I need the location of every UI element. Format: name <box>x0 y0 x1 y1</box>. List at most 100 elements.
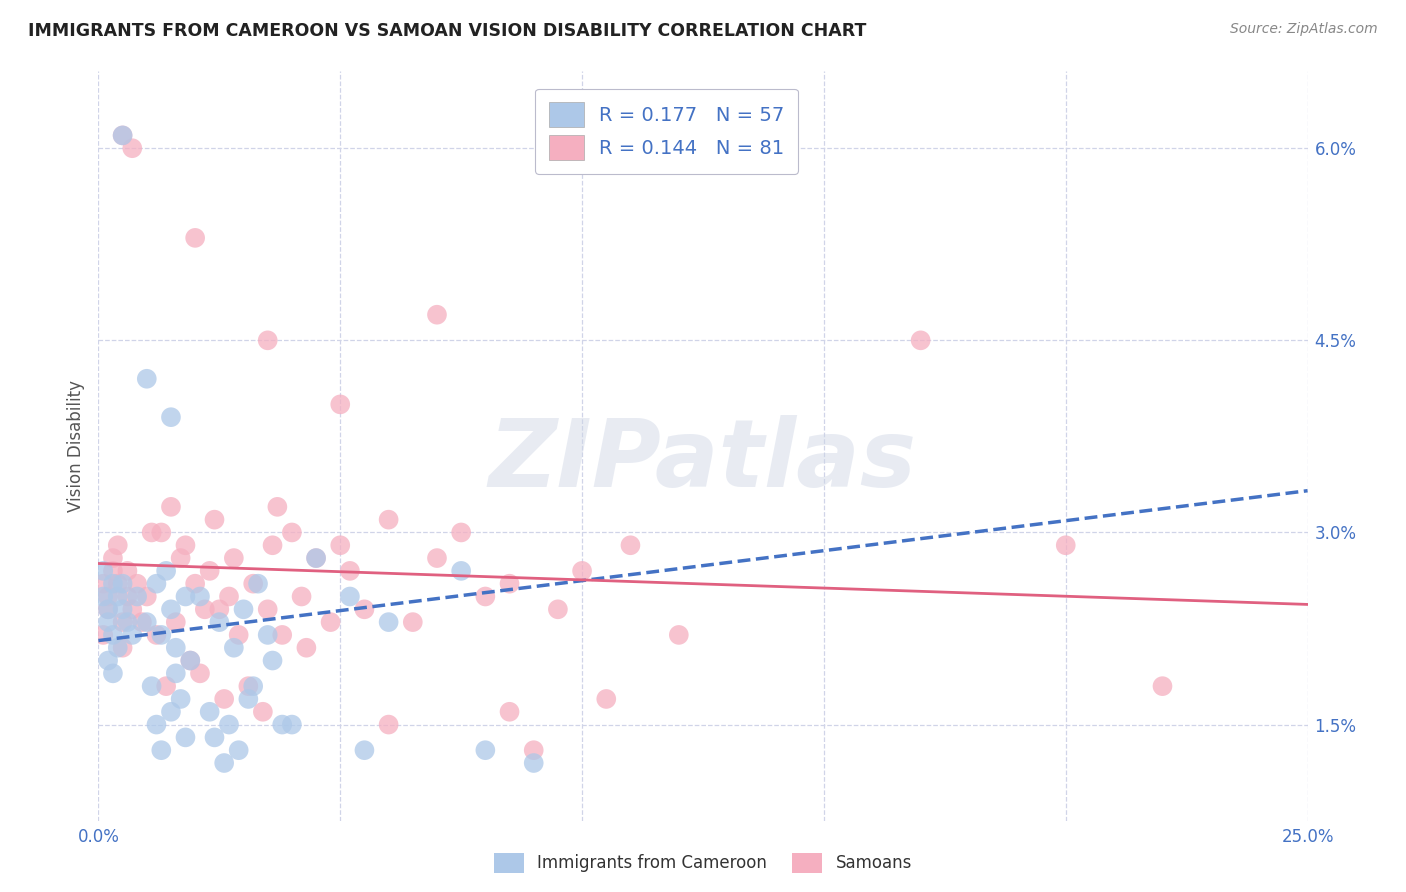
Point <box>155 564 177 578</box>
Point <box>131 615 153 629</box>
Point <box>281 717 304 731</box>
Point <box>1054 538 1077 552</box>
Point <box>107 640 129 655</box>
Point <box>426 308 449 322</box>
Point <box>450 525 472 540</box>
Point <box>101 564 124 578</box>
Point <box>238 692 260 706</box>
Point <box>498 576 520 591</box>
Point <box>101 628 124 642</box>
Point <box>101 576 124 591</box>
Point <box>174 590 197 604</box>
Point <box>252 705 274 719</box>
Point <box>619 538 641 552</box>
Point <box>135 590 157 604</box>
Point <box>184 576 207 591</box>
Point <box>107 576 129 591</box>
Point <box>169 551 191 566</box>
Point <box>204 731 226 745</box>
Point <box>145 717 167 731</box>
Point <box>238 679 260 693</box>
Point <box>121 602 143 616</box>
Point <box>117 615 139 629</box>
Point <box>111 640 134 655</box>
Point <box>97 590 120 604</box>
Point <box>160 602 183 616</box>
Point <box>194 602 217 616</box>
Point <box>212 756 235 770</box>
Point <box>377 615 399 629</box>
Point <box>329 397 352 411</box>
Point <box>232 602 254 616</box>
Point <box>141 679 163 693</box>
Point <box>716 115 738 129</box>
Point <box>228 628 250 642</box>
Point <box>97 615 120 629</box>
Point <box>184 231 207 245</box>
Point <box>121 141 143 155</box>
Point <box>97 602 120 616</box>
Point <box>107 590 129 604</box>
Point <box>271 717 294 731</box>
Point <box>281 525 304 540</box>
Point <box>145 628 167 642</box>
Point <box>402 615 425 629</box>
Point <box>111 128 134 143</box>
Point <box>353 602 375 616</box>
Point <box>668 628 690 642</box>
Point <box>319 615 342 629</box>
Point <box>97 654 120 668</box>
Point <box>242 679 264 693</box>
Point <box>160 410 183 425</box>
Point <box>1152 679 1174 693</box>
Point <box>111 615 134 629</box>
Point <box>247 576 270 591</box>
Point <box>262 538 284 552</box>
Point <box>256 334 278 348</box>
Point <box>450 564 472 578</box>
Point <box>474 590 496 604</box>
Point <box>101 551 124 566</box>
Point <box>218 590 240 604</box>
Point <box>218 717 240 731</box>
Legend: R = 0.177   N = 57, R = 0.144   N = 81: R = 0.177 N = 57, R = 0.144 N = 81 <box>536 88 799 174</box>
Point <box>339 590 361 604</box>
Point <box>329 538 352 552</box>
Point <box>523 743 546 757</box>
Point <box>97 602 120 616</box>
Point <box>117 564 139 578</box>
Point <box>295 640 318 655</box>
Point <box>127 576 149 591</box>
Point <box>179 654 201 668</box>
Point <box>353 743 375 757</box>
Point <box>135 615 157 629</box>
Point <box>228 743 250 757</box>
Point <box>111 576 134 591</box>
Point <box>141 525 163 540</box>
Point <box>169 692 191 706</box>
Point <box>127 590 149 604</box>
Point <box>523 756 546 770</box>
Point <box>150 628 173 642</box>
Point <box>91 576 114 591</box>
Point <box>242 576 264 591</box>
Point <box>155 679 177 693</box>
Point <box>160 500 183 514</box>
Point <box>262 654 284 668</box>
Point <box>290 590 312 604</box>
Point <box>101 666 124 681</box>
Point <box>188 590 211 604</box>
Point <box>111 128 134 143</box>
Text: Source: ZipAtlas.com: Source: ZipAtlas.com <box>1230 22 1378 37</box>
Point <box>174 731 197 745</box>
Point <box>474 743 496 757</box>
Text: IMMIGRANTS FROM CAMEROON VS SAMOAN VISION DISABILITY CORRELATION CHART: IMMIGRANTS FROM CAMEROON VS SAMOAN VISIO… <box>28 22 866 40</box>
Point <box>198 564 221 578</box>
Point <box>111 602 134 616</box>
Point <box>426 551 449 566</box>
Point <box>212 692 235 706</box>
Point <box>547 602 569 616</box>
Point <box>910 334 932 348</box>
Point <box>377 717 399 731</box>
Point <box>91 590 114 604</box>
